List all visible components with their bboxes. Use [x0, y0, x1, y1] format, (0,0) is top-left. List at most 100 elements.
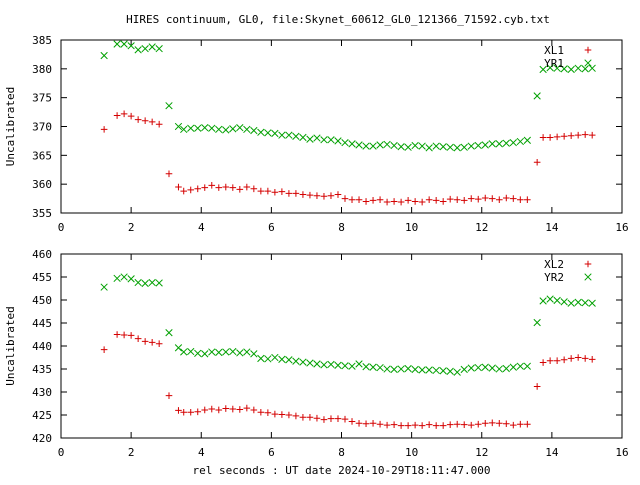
data-point: [553, 133, 561, 141]
data-point: [524, 196, 531, 204]
data-point: [383, 140, 391, 149]
data-point: [376, 196, 384, 204]
data-point: [376, 141, 384, 149]
data-point: [467, 195, 475, 202]
data-point: [546, 134, 554, 141]
data-point: [134, 335, 142, 342]
data-point: [174, 122, 183, 131]
data-point: [517, 420, 524, 428]
y-tick-label: 385: [32, 34, 52, 47]
data-point: [141, 117, 149, 125]
data-point: [588, 131, 596, 139]
data-point: [187, 124, 195, 132]
data-point: [362, 363, 370, 371]
data-point: [474, 141, 482, 150]
data-point: [341, 195, 349, 202]
data-point: [187, 408, 195, 416]
x-tick-label: 10: [405, 446, 418, 459]
data-point: [567, 355, 575, 362]
y-tick-label: 450: [32, 294, 52, 307]
data-point: [127, 275, 135, 283]
data-point: [194, 408, 202, 416]
data-point: [341, 138, 349, 147]
data-point: [432, 197, 440, 204]
data-point: [411, 365, 419, 374]
data-point: [588, 299, 596, 307]
data-point: [134, 278, 142, 287]
data-point: [581, 131, 589, 138]
data-point: [229, 125, 237, 133]
data-point: [236, 123, 244, 132]
data-point: [460, 197, 468, 204]
data-point: [222, 348, 230, 356]
data-point: [180, 408, 188, 416]
data-point: [439, 422, 447, 429]
x-tick-label: 6: [268, 221, 275, 234]
data-point: [567, 65, 575, 74]
data-point: [165, 102, 173, 110]
data-point: [313, 360, 321, 368]
data-point: [390, 198, 398, 205]
data-point: [201, 350, 209, 358]
data-point: [533, 318, 541, 327]
data-point: [250, 350, 258, 358]
data-point: [165, 329, 173, 337]
data-point: [418, 198, 426, 206]
data-point: [495, 196, 503, 204]
legend-label: YR1: [544, 57, 564, 70]
data-point: [355, 196, 363, 204]
data-point: [334, 361, 342, 369]
x-tick-label: 14: [545, 221, 559, 234]
data-point: [516, 137, 524, 146]
data-point: [229, 405, 237, 413]
legend-marker: [584, 59, 592, 67]
data-point: [175, 407, 182, 414]
data-point: [383, 421, 391, 429]
data-point: [264, 129, 272, 137]
data-point: [481, 363, 489, 371]
data-point: [243, 404, 251, 412]
data-point: [306, 191, 314, 199]
data-point: [100, 346, 108, 353]
legend-marker: [584, 46, 592, 54]
data-point: [257, 408, 265, 416]
data-point: [187, 347, 195, 356]
data-point: [165, 392, 173, 399]
data-point: [453, 420, 461, 428]
data-point: [194, 124, 202, 132]
data-point: [278, 355, 286, 363]
data-point: [120, 331, 128, 339]
data-point: [348, 140, 356, 148]
data-point: [236, 349, 244, 357]
plot-frame: [60, 253, 623, 439]
data-point: [175, 183, 182, 191]
data-point: [348, 418, 356, 425]
data-point: [362, 142, 370, 150]
data-point: [533, 92, 541, 100]
data-point: [348, 196, 356, 204]
chart-title: HIRES continuum, GL0, file:Skynet_60612_…: [126, 13, 550, 26]
x-tick-label: 4: [198, 446, 205, 459]
data-point: [474, 195, 482, 203]
data-point: [390, 421, 398, 428]
data-point: [460, 143, 468, 151]
data-point: [523, 362, 531, 370]
data-point: [418, 142, 426, 150]
data-point: [524, 420, 531, 428]
data-point: [510, 421, 517, 429]
data-point: [271, 410, 279, 418]
series-XL2: [100, 331, 596, 429]
data-point: [574, 298, 582, 306]
data-point: [201, 123, 209, 132]
data-point: [250, 406, 258, 414]
data-point: [257, 187, 265, 195]
data-point: [488, 140, 496, 148]
data-point: [320, 192, 328, 200]
data-point: [292, 190, 300, 197]
data-point: [257, 354, 265, 363]
data-point: [355, 360, 363, 368]
y-tick-label: 365: [32, 149, 52, 162]
data-point: [264, 409, 272, 416]
data-point: [243, 348, 251, 356]
data-point: [439, 143, 447, 151]
